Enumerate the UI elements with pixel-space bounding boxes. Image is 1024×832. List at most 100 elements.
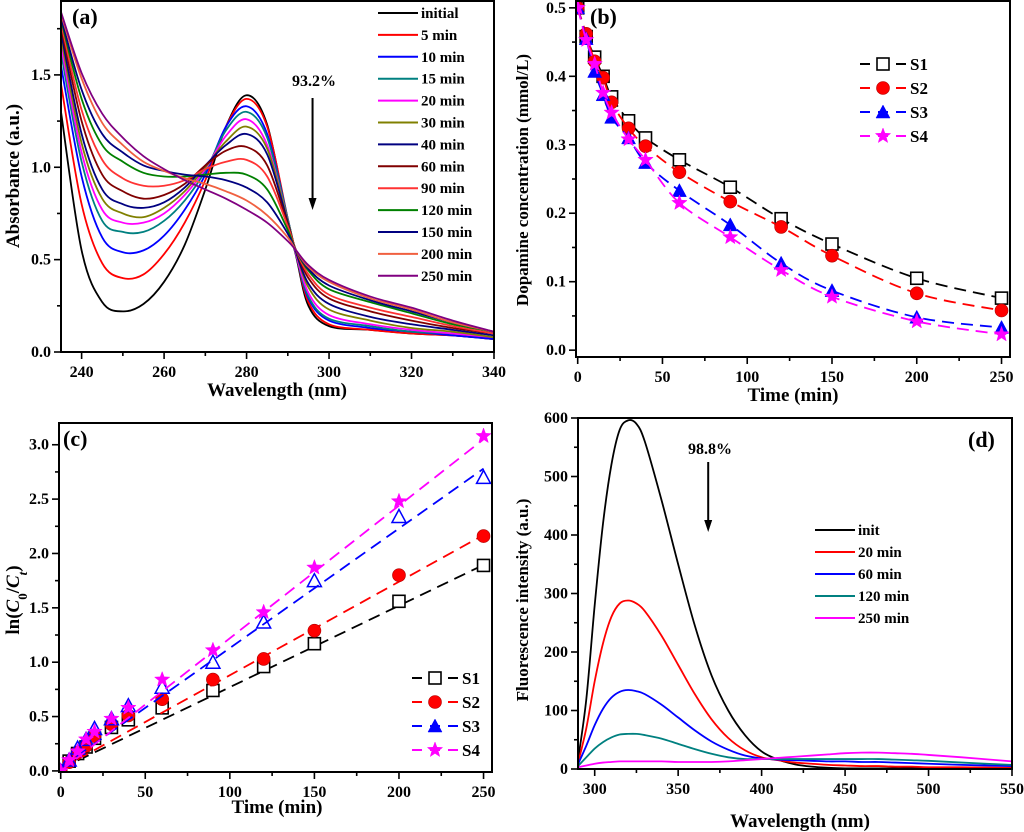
y-tick-label: 0.0 [31, 344, 51, 361]
legend-label: 90 min [421, 181, 465, 197]
legend-item: 40 min [378, 137, 465, 153]
data-point-S4 [603, 103, 620, 120]
y-tick-label: 0.0 [546, 342, 566, 359]
data-point-S2 [206, 672, 220, 687]
legend-item: 20 min [378, 94, 465, 110]
legend-item: init [815, 523, 880, 539]
legend-label: initial [421, 6, 459, 22]
data-point-S2 [994, 303, 1009, 318]
panel-d-plot-area: 300 350 400 450 500 550 0 100 200 300 400 500 600 ini… [544, 410, 1024, 798]
series-line-60-min [578, 689, 1012, 767]
data-point-S4 [993, 325, 1010, 342]
x-tick-label: 320 [400, 364, 424, 381]
plot-frame [577, 417, 1013, 770]
y-tick-label: 0.2 [546, 205, 566, 222]
legend-label: 60 min [421, 159, 465, 175]
series-line-150-min [61, 17, 494, 333]
panel-d-fluorescence-chart: 300 350 400 450 500 550 0 100 200 300 400 500 600 ini… [513, 410, 1024, 832]
legend-marker [874, 127, 892, 144]
panel-a-x-axis-title: Wavelength (nm) [207, 380, 347, 401]
legend-marker [428, 695, 442, 709]
data-point-S2 [256, 652, 271, 666]
legend-label: 150 min [421, 225, 473, 241]
panel-b-plot-area: 0 50 100 150 200 2500.00.10.20.30.40.5S1S2S3S… [546, 0, 1014, 386]
legend-item: 30 min [378, 116, 465, 132]
x-tick-label: 340 [482, 364, 506, 381]
panel-d-label: (d) [968, 427, 995, 452]
x-tick-label: 400 [750, 781, 774, 798]
panel-b-x-axis-title: Time (min) [748, 385, 839, 406]
x-tick-label: 150 [820, 369, 844, 386]
legend-label: 20 min [421, 94, 465, 110]
dashed-line-S4 [576, 7, 1002, 336]
legend-label: 200 min [421, 247, 473, 263]
data-point-S3 [204, 653, 222, 669]
fit-line-S4 [60, 438, 485, 772]
series-line-200-min [61, 13, 494, 333]
x-tick-label: 50 [137, 784, 153, 801]
data-point-S1 [476, 558, 491, 573]
plot-frame [60, 0, 495, 353]
data-point-S1 [825, 237, 839, 251]
x-tick-label: 200 [905, 369, 929, 386]
legend-item: 120 min [815, 589, 910, 605]
y-tick-label: 400 [544, 527, 568, 544]
data-point-S3 [153, 678, 171, 694]
legend-item: 150 min [378, 225, 473, 241]
x-tick-label: 0 [574, 369, 582, 386]
data-point-S2 [723, 194, 738, 209]
y-tick-label: 1.5 [31, 67, 51, 84]
y-tick-label: 2.0 [29, 545, 49, 562]
data-point-S1 [672, 153, 687, 167]
data-point-S4 [475, 427, 492, 444]
data-point-S4 [86, 723, 103, 739]
data-point-S4 [120, 699, 137, 715]
x-tick-label: 50 [654, 369, 670, 386]
data-point-S2 [909, 286, 924, 301]
data-point-S4 [60, 751, 78, 768]
x-tick-label: 240 [70, 364, 94, 381]
data-point-S4 [620, 130, 637, 147]
x-tick-label: 450 [833, 781, 857, 798]
data-point-S3 [255, 613, 272, 629]
series-line-5-min [61, 83, 494, 340]
panel-a-plot-area: 240 260 280 300 320 340 0.0 0.5 1.0 1.5 initial 5 m… [31, 0, 506, 381]
data-layer [578, 419, 1012, 769]
y-tick-label: 2.5 [29, 491, 49, 508]
legend-label: 120 min [421, 203, 473, 219]
data-point-S1 [909, 271, 924, 286]
legend-item: 250 min [815, 611, 910, 627]
legend-label: 10 min [421, 50, 465, 66]
data-layer [59, 427, 492, 772]
legend-item: 20 min [815, 545, 902, 561]
annotation-arrow-head [308, 198, 317, 210]
fit-line-S1 [60, 564, 484, 770]
legend-marker [876, 57, 890, 71]
legend-item: 60 min [815, 567, 902, 583]
y-tick-label: 0.5 [29, 709, 49, 726]
data-point-S4 [576, 1, 586, 15]
legend-label: 15 min [421, 72, 465, 88]
plot-frame [58, 422, 493, 773]
series-line-10-min [61, 65, 494, 340]
x-tick-label: 280 [235, 364, 259, 381]
series-line-120-min [578, 732, 1012, 767]
data-point-S4 [390, 492, 408, 509]
data-point-S4 [59, 762, 69, 772]
legend: S1 S2 S3 S4 [860, 55, 928, 146]
x-tick-label: 350 [666, 781, 690, 798]
legend-label: S2 [462, 693, 480, 712]
fit-line-S2 [60, 534, 484, 770]
panel-c-y-axis-title: ln(C0/Ct) [3, 565, 30, 634]
legend-item: S2 [412, 693, 480, 712]
fit-line-S3 [60, 467, 485, 769]
legend-item: S2 [860, 79, 928, 98]
legend-label: S3 [462, 717, 480, 736]
data-point-S2 [672, 165, 687, 179]
x-tick-label: 200 [387, 784, 411, 801]
data-point-S4 [577, 31, 595, 48]
data-layer [61, 11, 494, 340]
series-line-250-min [61, 11, 494, 333]
annotation-arrow-head [704, 520, 713, 532]
legend-label: 30 min [421, 116, 465, 132]
